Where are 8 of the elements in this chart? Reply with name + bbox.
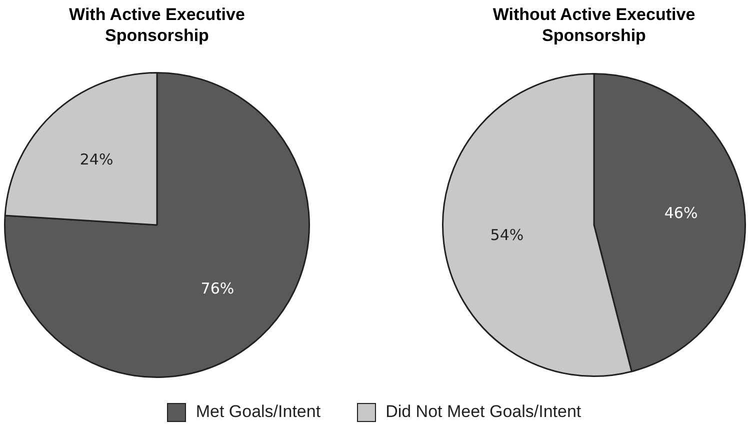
data-label: 24% [80, 150, 114, 169]
legend-label: Met Goals/Intent [196, 402, 321, 422]
chart-title: With Active Executive Sponsorship [68, 4, 246, 47]
data-label: 54% [490, 226, 524, 244]
chart-title: Without Active Executive Sponsorship [492, 4, 696, 47]
legend-label: Did Not Meet Goals/Intent [386, 402, 582, 422]
data-label: 46% [664, 204, 698, 222]
data-label: 76% [200, 279, 234, 298]
